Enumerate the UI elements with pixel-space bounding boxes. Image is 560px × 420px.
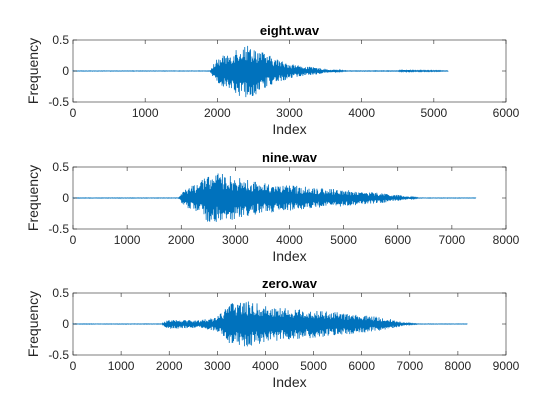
subplot-2: 0 1000 2000 3000 4000 5000 6000 7000 80000.50-0.…	[25, 150, 520, 264]
x-tick-label: 7000	[439, 233, 466, 247]
y-tick-label: -0.5	[48, 95, 69, 109]
x-tick-label: 6000	[384, 233, 411, 247]
x-tick-label: 4000	[276, 233, 303, 247]
x-tick-label: 0	[70, 233, 77, 247]
x-axis-label: Index	[272, 374, 306, 390]
waveform-line	[72, 173, 477, 222]
x-tick-label: 7000	[396, 359, 423, 373]
x-axis-label: Index	[272, 121, 306, 137]
subplot-3: 0 1000 2000 3000 4000 5000 6000 7000 8000 9000 0.5…	[25, 276, 520, 390]
x-tick-label: 3000	[222, 233, 249, 247]
x-tick-label: 6000	[348, 359, 375, 373]
y-tick-label: 0.5	[52, 160, 69, 174]
x-tick-label: 8000	[445, 359, 472, 373]
x-tick-label: 2000	[204, 106, 231, 120]
y-tick-label: 0	[62, 317, 69, 331]
x-tick-label: 5000	[300, 359, 327, 373]
x-tick-label: 1000	[132, 106, 159, 120]
subplot-1: 0 1000 2000 3000 4000 5000 60000.50-0.5eight.w…	[25, 23, 520, 137]
y-tick-label: 0.5	[52, 33, 69, 47]
y-axis-label: Frequency	[25, 38, 41, 104]
y-tick-label: 0	[62, 191, 69, 205]
y-tick-label: 0	[62, 64, 69, 78]
subplot-title: nine.wav	[262, 150, 318, 165]
x-tick-label: 8000	[493, 233, 520, 247]
x-tick-label: 5000	[420, 106, 447, 120]
x-tick-label: 2000	[168, 233, 195, 247]
x-axis-label: Index	[272, 248, 306, 264]
y-axis-label: Frequency	[25, 165, 41, 231]
x-tick-label: 4000	[252, 359, 279, 373]
waveform-line	[72, 301, 468, 347]
x-tick-label: 5000	[330, 233, 357, 247]
x-tick-label: 6000	[493, 106, 520, 120]
x-tick-label: 1000	[108, 359, 135, 373]
y-tick-label: -0.5	[48, 348, 69, 362]
x-tick-label: 2000	[156, 359, 183, 373]
waveform-line	[72, 45, 449, 98]
subplot-title: eight.wav	[260, 23, 320, 38]
y-tick-label: -0.5	[48, 222, 69, 236]
x-tick-label: 3000	[276, 106, 303, 120]
x-tick-label: 9000	[493, 359, 520, 373]
subplot-title: zero.wav	[262, 276, 318, 291]
x-tick-label: 3000	[204, 359, 231, 373]
y-tick-label: 0.5	[52, 286, 69, 300]
x-tick-label: 4000	[348, 106, 375, 120]
x-tick-label: 0	[70, 106, 77, 120]
x-tick-label: 0	[70, 359, 77, 373]
y-axis-label: Frequency	[25, 291, 41, 357]
x-tick-label: 1000	[114, 233, 141, 247]
